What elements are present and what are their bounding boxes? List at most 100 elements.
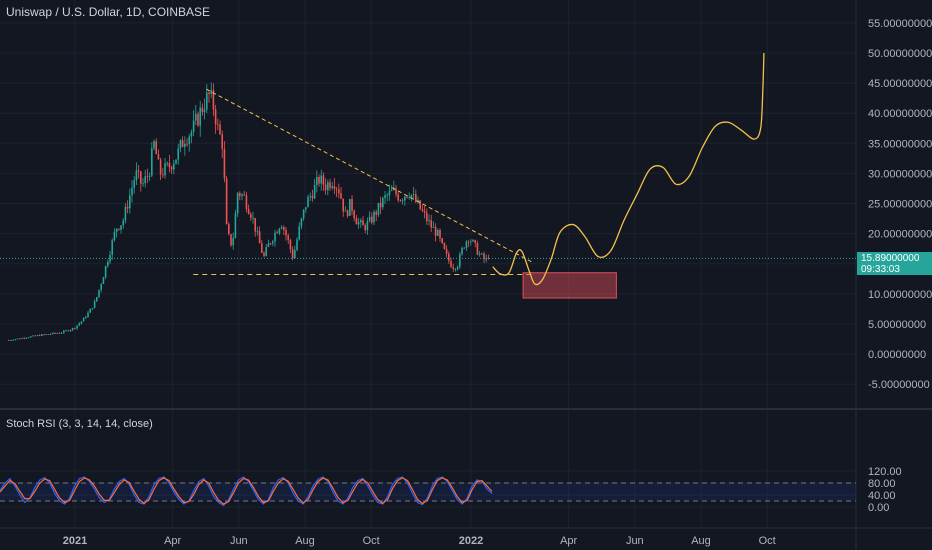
candle-body xyxy=(133,180,136,188)
candle-body xyxy=(80,321,83,324)
candle-body xyxy=(291,249,294,259)
candle-body xyxy=(333,186,336,189)
candle-body xyxy=(41,334,43,336)
candle-body xyxy=(261,243,263,253)
price-tick-label: 45.00000000 xyxy=(868,78,932,90)
candle-body xyxy=(151,148,153,176)
candle-body xyxy=(276,232,279,234)
candle-body xyxy=(456,266,459,269)
candle-body xyxy=(368,216,371,222)
candle-body xyxy=(331,186,334,188)
candle-body xyxy=(377,202,380,215)
candle-body xyxy=(410,194,413,198)
candle-body xyxy=(461,247,463,255)
candle-body xyxy=(329,182,331,188)
candle-body xyxy=(252,217,254,219)
candle-body xyxy=(36,335,39,336)
candle-body xyxy=(23,337,26,339)
candle-body xyxy=(118,228,120,230)
candle-body xyxy=(100,283,103,290)
candle-body xyxy=(14,339,17,340)
candle-body xyxy=(395,188,397,195)
candle-body xyxy=(210,89,213,94)
candle-body xyxy=(197,113,199,126)
candle-body xyxy=(379,202,382,208)
drawing-annotations[interactable] xyxy=(193,52,765,299)
candle-body xyxy=(441,238,444,244)
candle-body xyxy=(192,120,195,133)
candle-body xyxy=(423,210,426,213)
time-tick-label: Aug xyxy=(295,535,315,547)
time-tick-label: Jun xyxy=(626,535,644,547)
candle-body xyxy=(91,308,94,309)
candle-body xyxy=(430,220,433,228)
candle-body xyxy=(67,330,70,332)
candle-body xyxy=(146,176,149,178)
candle-body xyxy=(159,159,162,175)
candle-body xyxy=(239,193,241,196)
price-tick-label: 0.00000000 xyxy=(868,349,926,361)
candle-body xyxy=(126,206,129,209)
candle-body xyxy=(225,178,228,225)
candle-body xyxy=(144,176,147,184)
candle-body xyxy=(65,330,67,332)
candle-body xyxy=(443,243,446,250)
candle-body xyxy=(309,195,312,198)
candle-body xyxy=(316,176,318,185)
candle-body xyxy=(93,301,96,309)
candle-body xyxy=(465,241,468,248)
candle-body xyxy=(74,328,76,329)
candle-body xyxy=(45,334,48,335)
candle-body xyxy=(166,162,169,164)
candle-body xyxy=(415,194,417,203)
candle-body xyxy=(390,189,393,191)
candle-body xyxy=(351,198,353,211)
candle-body xyxy=(129,195,131,209)
candle-body xyxy=(113,232,116,241)
candle-body xyxy=(148,175,151,177)
candle-body xyxy=(360,220,362,223)
candle-body xyxy=(382,198,384,208)
candle-body xyxy=(408,197,411,198)
candle-body xyxy=(245,195,248,209)
candle-body xyxy=(265,247,268,256)
time-tick-label: 2021 xyxy=(63,535,87,547)
candle-body xyxy=(327,182,329,191)
candle-body xyxy=(419,200,422,210)
candle-body xyxy=(371,216,373,223)
chart-title[interactable]: Uniswap / U.S. Dollar, 1D, COINBASE xyxy=(6,5,211,19)
price-tick-label: 20.00000000 xyxy=(868,229,932,241)
time-tick-label: Oct xyxy=(363,535,380,547)
time-tick-label: Jun xyxy=(230,535,248,547)
candle-body xyxy=(157,154,160,160)
candle-body xyxy=(364,225,367,231)
candle-body xyxy=(190,132,193,137)
candle-body xyxy=(63,330,65,333)
candle-body xyxy=(208,92,210,94)
candle-body xyxy=(406,196,408,198)
price-tick-label: 50.00000000 xyxy=(868,48,932,60)
candle-body xyxy=(206,92,208,110)
candle-body xyxy=(19,338,21,340)
time-tick-label: Apr xyxy=(560,535,577,547)
candle-body xyxy=(289,239,292,250)
candle-body xyxy=(173,163,175,170)
candle-body xyxy=(470,241,472,243)
indicator-title[interactable]: Stoch RSI (3, 3, 14, 14, close) xyxy=(6,418,153,430)
candle-body xyxy=(258,231,261,244)
time-axis-labels[interactable]: 2021 Apr Jun Aug Oct 2022 Apr Jun Aug Oct xyxy=(63,535,776,547)
candle-body xyxy=(137,170,140,172)
candle-body xyxy=(287,235,290,240)
candle-body xyxy=(87,312,89,318)
candle-body xyxy=(135,170,138,181)
candle-body xyxy=(353,210,356,219)
candle-body xyxy=(267,243,270,248)
rsi-tick-label: 0.00 xyxy=(868,502,889,514)
candle-body xyxy=(428,220,430,222)
candle-body xyxy=(186,143,188,145)
candle-body xyxy=(342,198,345,212)
price-tick-label: 35.00000000 xyxy=(868,138,932,150)
projection-path xyxy=(492,52,765,286)
